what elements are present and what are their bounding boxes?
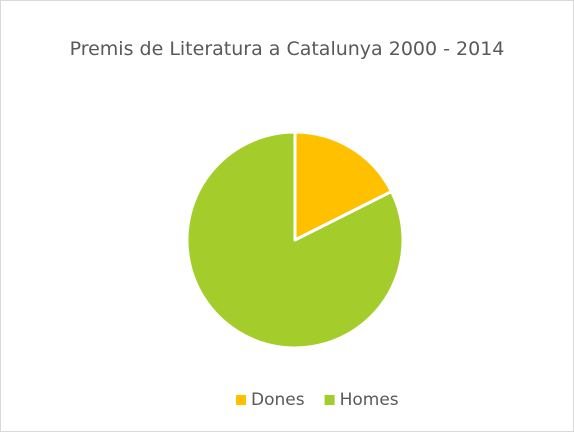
legend-label: Homes xyxy=(340,390,399,410)
legend-swatch xyxy=(236,395,246,405)
chart-title: Premis de Literatura a Catalunya 2000 - … xyxy=(69,38,505,60)
pie-slice xyxy=(185,130,405,350)
legend-swatch xyxy=(324,395,335,405)
pie-slice xyxy=(293,130,394,242)
legend-label: Dones xyxy=(251,390,305,410)
